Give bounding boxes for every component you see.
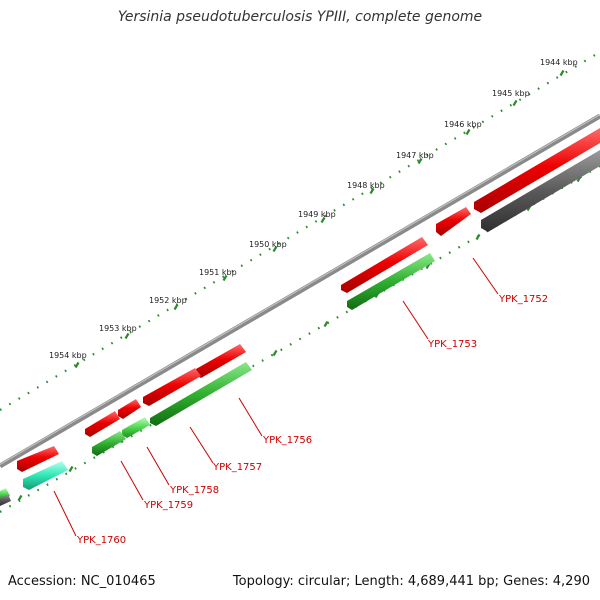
tick-label: 1946 kbp (444, 120, 482, 129)
outer-major-ticks (74, 69, 565, 369)
tick-label: 1945 kbp (492, 89, 530, 98)
gene-gray-edge[interactable] (0, 494, 11, 506)
map-title: Yersinia pseudotuberculosis YPIII, compl… (117, 9, 483, 25)
leader-line (146, 446, 170, 486)
leader-line (472, 257, 499, 295)
tick-label: 1948 kbp (347, 181, 385, 190)
genome-backbone-highlight (0, 114, 600, 465)
tick-label: 1953 kbp (99, 324, 137, 333)
leader-line (120, 460, 144, 501)
leader-lines (53, 257, 499, 537)
gene-label[interactable]: YPK_1759 (143, 500, 193, 511)
gene-labels: YPK_1752 YPK_1753 YPK_1756 YPK_1757 YPK_… (76, 294, 548, 546)
kbp-tick-labels: 1944 kbp 1945 kbp 1946 kbp 1947 kbp 1948… (49, 58, 578, 360)
gene-reverse[interactable] (347, 253, 435, 310)
tick-label: 1947 kbp (396, 151, 434, 160)
gene-forward[interactable] (118, 399, 141, 419)
genome-backbone (0, 113, 600, 469)
leader-line (402, 300, 429, 340)
reverse-genes (0, 253, 435, 506)
gene-forward-top[interactable] (474, 128, 600, 213)
gene-reverse[interactable] (122, 417, 150, 438)
gene-forward[interactable] (143, 368, 201, 406)
tick-label: 1950 kbp (249, 240, 287, 249)
leader-line (189, 426, 214, 464)
leader-line (53, 490, 77, 537)
gene-forward[interactable] (341, 237, 428, 293)
gene-reverse-cyan[interactable] (23, 461, 68, 490)
leader-line (238, 397, 263, 437)
tick-label: 1949 kbp (298, 210, 336, 219)
tick-label: 1954 kbp (49, 351, 87, 360)
gene-label[interactable]: YPK_1760 (76, 535, 126, 546)
forward-genes (17, 128, 600, 472)
gene-label[interactable]: YPK_1753 (427, 339, 477, 350)
gene-forward[interactable] (436, 207, 471, 236)
genome-summary-text: Topology: circular; Length: 4,689,441 bp… (232, 574, 590, 589)
gene-gray[interactable] (481, 150, 600, 232)
inner-tick-ring (0, 165, 600, 513)
gene-label[interactable]: YPK_1756 (262, 435, 312, 446)
gene-forward[interactable] (85, 411, 120, 437)
gene-label[interactable]: YPK_1752 (498, 294, 548, 305)
tick-label: 1944 kbp (540, 58, 578, 67)
tick-label: 1951 kbp (199, 268, 237, 277)
gene-forward[interactable] (17, 446, 59, 472)
outer-tick-ring (0, 51, 600, 411)
gene-reverse[interactable] (92, 431, 126, 456)
gene-reverse[interactable] (150, 362, 252, 426)
accession-text: Accession: NC_010465 (8, 574, 156, 589)
tick-label: 1952 kbp (149, 296, 187, 305)
gene-label[interactable]: YPK_1757 (212, 462, 262, 473)
gene-label[interactable]: YPK_1758 (169, 485, 219, 496)
gene-forward[interactable] (196, 344, 246, 378)
